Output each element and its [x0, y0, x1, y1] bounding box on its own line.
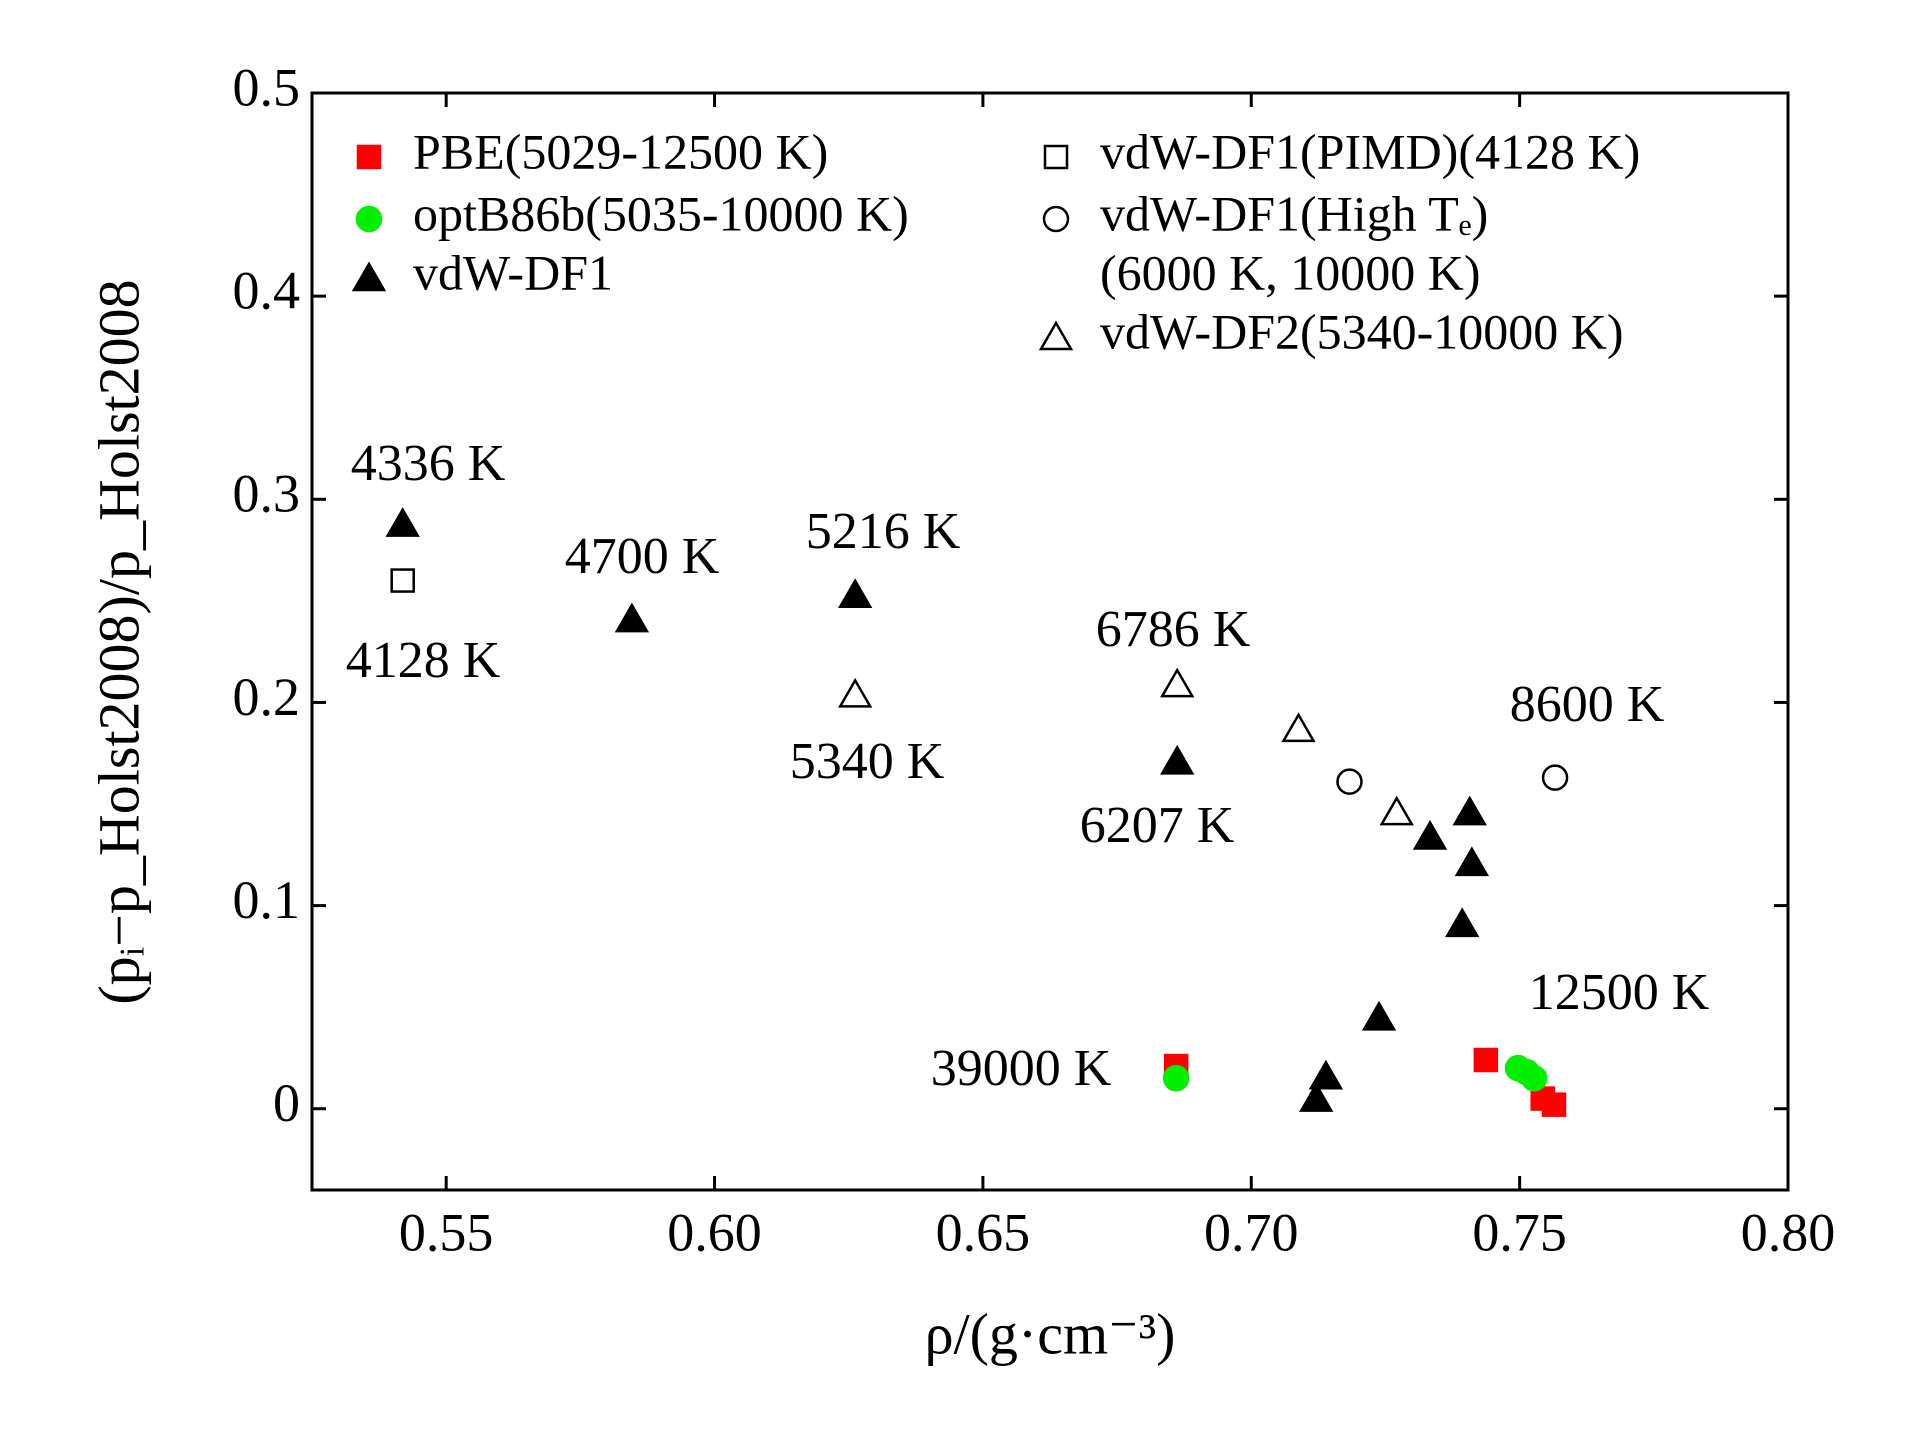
legend-marker: [356, 144, 382, 170]
annotation: 12500 K: [1529, 964, 1710, 1021]
annotation: 6786 K: [1096, 601, 1251, 658]
legend-marker: [351, 261, 387, 292]
annotation: 6207 K: [1080, 797, 1235, 854]
data-point: [1541, 764, 1569, 791]
data-point: [1361, 1000, 1397, 1031]
data-point: [1520, 1065, 1548, 1092]
y-tick-label: 0.2: [233, 667, 301, 727]
x-tick-label: 0.65: [936, 1202, 1031, 1262]
data-point: [838, 578, 873, 609]
data-point: [1454, 846, 1490, 877]
data-point: [1379, 795, 1414, 826]
annotation: 39000 K: [931, 1040, 1112, 1097]
x-tick-label: 0.60: [667, 1202, 762, 1262]
annotation: 5216 K: [806, 503, 961, 560]
y-tick-label: 0.4: [233, 261, 301, 321]
annotation: 4700 K: [565, 528, 720, 585]
y-tick-label: 0.3: [233, 464, 301, 524]
data-point: [1336, 768, 1363, 795]
legend-label: vdW-DF1(PIMD)(4128 K): [1100, 123, 1640, 179]
data-point: [1473, 1047, 1499, 1073]
annotation: 4128 K: [346, 632, 501, 689]
data-point: [1162, 1065, 1190, 1092]
legend-label: vdW-DF1: [413, 244, 613, 300]
annotation: 8600 K: [1510, 676, 1665, 733]
legend-label: vdW-DF1(High Tₑ): [1100, 185, 1488, 241]
data-point: [1541, 1092, 1567, 1117]
y-tick-label: 0.5: [233, 57, 301, 117]
data-point: [1445, 907, 1480, 938]
legend-marker: [1038, 320, 1074, 351]
legend-label: optB86b(5035-10000 K): [413, 185, 909, 241]
legend-marker: [355, 205, 383, 233]
legend-label: (6000 K, 10000 K): [1100, 244, 1481, 300]
x-axis-label: ρ/(g·cm⁻³): [925, 1301, 1176, 1366]
y-tick-label: 0: [273, 1073, 300, 1133]
legend-label: vdW-DF2(5340-10000 K): [1100, 303, 1624, 359]
data-point: [1299, 1082, 1334, 1112]
x-tick-label: 0.70: [1204, 1202, 1299, 1262]
y-axis-label: (pᵢ−p_Holst2008)/p_Holst2008: [86, 279, 151, 1004]
data-point: [385, 507, 420, 537]
data-point: [390, 568, 415, 593]
data-point: [1452, 795, 1487, 826]
y-tick-label: 0.1: [233, 870, 301, 930]
data-point: [1160, 744, 1195, 775]
data-point: [838, 677, 873, 708]
x-tick-label: 0.75: [1472, 1202, 1567, 1262]
data-point: [614, 602, 650, 633]
legend-marker: [1043, 144, 1069, 170]
data-point: [1412, 820, 1448, 850]
legend-marker: [1042, 205, 1070, 233]
annotation: 4336 K: [351, 435, 506, 492]
x-tick-label: 0.80: [1741, 1202, 1836, 1262]
data-point: [1160, 667, 1195, 698]
x-tick-label: 0.55: [399, 1202, 494, 1262]
data-point: [1308, 1059, 1344, 1090]
annotation: 5340 K: [790, 733, 945, 790]
plot-frame: [310, 91, 1790, 1192]
data-point: [1281, 712, 1316, 743]
legend-label: PBE(5029-12500 K): [413, 123, 828, 179]
